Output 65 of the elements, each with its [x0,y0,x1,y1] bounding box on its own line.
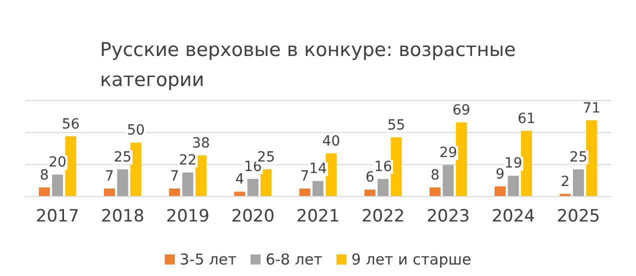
x-tick-label: 2020 [231,206,275,226]
bar [326,153,337,196]
bar [442,165,454,196]
data-label: 7 [170,168,180,185]
bar [364,190,376,196]
data-label: 4 [235,172,244,188]
bar [572,169,584,196]
data-label: 9 [496,166,505,182]
legend-label: 6-8 лет [266,250,323,268]
x-tick-label: 2022 [361,206,405,226]
data-label: 55 [387,117,406,134]
legend-label: 9 лет и старше [351,250,472,268]
bar [117,169,128,196]
bar [195,155,206,196]
data-label: 7 [105,168,114,185]
data-label: 14 [309,161,327,178]
x-tick-label: 2019 [166,206,210,226]
bar [430,187,441,196]
bar [65,136,76,196]
bar [456,122,467,196]
data-label: 7 [300,168,310,185]
x-tick-label: 2025 [556,206,600,226]
data-label: 38 [192,135,210,152]
bar [169,188,180,196]
data-label: 71 [582,100,601,116]
bar [234,192,246,196]
bar [521,130,532,196]
data-label: 22 [178,152,197,169]
bar [378,178,389,196]
bar [508,176,519,196]
data-label: 8 [40,167,49,184]
data-label: 56 [62,116,80,132]
data-label: 50 [126,122,145,139]
x-tick-label: 2024 [492,206,535,226]
x-tick-label: 2018 [101,206,144,226]
bar [390,137,402,196]
data-label: 29 [439,145,458,162]
bar [52,174,64,196]
bar [182,172,194,196]
x-tick-label: 2017 [36,206,80,226]
legend-label: 3-5 лет [180,250,237,268]
data-label: 20 [48,154,66,171]
bar [104,188,115,196]
data-label: 25 [114,149,132,166]
bar [312,181,324,196]
data-label: 16 [374,158,392,175]
data-label: 40 [322,133,340,150]
x-tick-label: 2021 [296,206,340,226]
data-label: 25 [257,149,276,166]
bar [38,187,50,196]
data-label: 2 [560,174,570,190]
data-label: 19 [504,156,522,172]
bar [130,142,142,196]
data-label: 69 [452,102,470,118]
bar [586,120,598,196]
data-label: 6 [365,170,374,186]
chart-title: Русские верховые в конкуре: возрастные категории [100,39,516,91]
x-tick-label: 2023 [426,206,470,226]
bar [260,169,272,196]
data-label: 25 [570,149,588,166]
bar [299,188,310,196]
data-label: 8 [430,167,440,184]
data-label: 61 [518,110,536,127]
bar [247,178,258,196]
bar [494,186,506,196]
